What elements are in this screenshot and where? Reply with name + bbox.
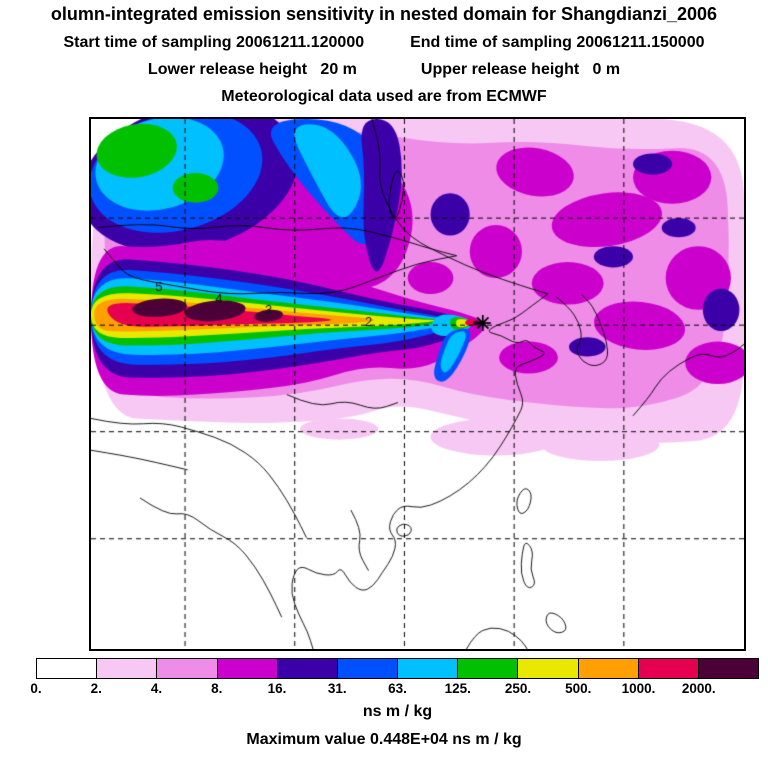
colorbar-tick-label: 2000. [681,681,716,696]
colorbar-segment [697,659,759,678]
map-canvas [91,119,744,649]
colorbar-segment [156,659,217,678]
colorbar-segment [276,659,337,678]
colorbar-tick-label: 1000. [621,681,656,696]
colorbar-segment [37,659,97,678]
colorbar-tick-label: 4. [150,681,163,696]
colorbar-units: ns m / kg [362,703,433,720]
end-time-text: End time of sampling 20061211.150000 [410,34,705,51]
colorbar: 0. 2. 4. 8. 16. 31. 63. 125. 250. 500. 1000. 2000. … [30,658,759,721]
figure-title: olumn-integrated emission sensitivity in… [50,4,718,24]
colorbar-tick-label: 31. [327,681,347,696]
colorbar-tick-label: 500. [565,681,592,696]
max-value-text: Maximum value 0.448E+04 ns m / kg [246,731,522,748]
colorbar-segment [637,659,698,678]
colorbar-segment [336,659,398,678]
colorbar-tick-label: 2. [90,681,102,696]
start-time-text: Start time of sampling 20061211.120000 [63,34,365,51]
colorbar-segment [216,659,277,678]
colorbar-tick-label: 125. [444,681,471,696]
colorbar-segment [96,659,157,678]
colorbar-tick-label: 16. [267,681,287,696]
upper-release-text: Upper release height 0 m [420,61,621,78]
colorbar-segments [36,658,759,679]
colorbar-segment [577,659,638,678]
colorbar-segment [457,659,518,678]
met-data-row: Meteorological data used are from ECMWF [0,88,768,106]
colorbar-segment [397,659,458,678]
colorbar-tick-label: 250. [504,681,532,696]
colorbar-tick-label: 63. [388,681,407,696]
colorbar-labels: 0. 2. 4. 8. 16. 31. 63. 125. 250. 500. 1000. 2000. [30,681,759,698]
sampling-times-row: Start time of sampling 20061211.120000 E… [0,34,768,52]
lower-release-text: Lower release height 20 m [147,61,357,78]
map-frame [89,117,746,651]
met-data-text: Meteorological data used are from ECMWF [221,88,547,105]
colorbar-tick-label: 0. [30,681,42,696]
release-heights-row: Lower release height 20 m Upper release … [0,61,768,79]
colorbar-segment [517,659,578,678]
colorbar-tick-label: 8. [211,681,223,696]
